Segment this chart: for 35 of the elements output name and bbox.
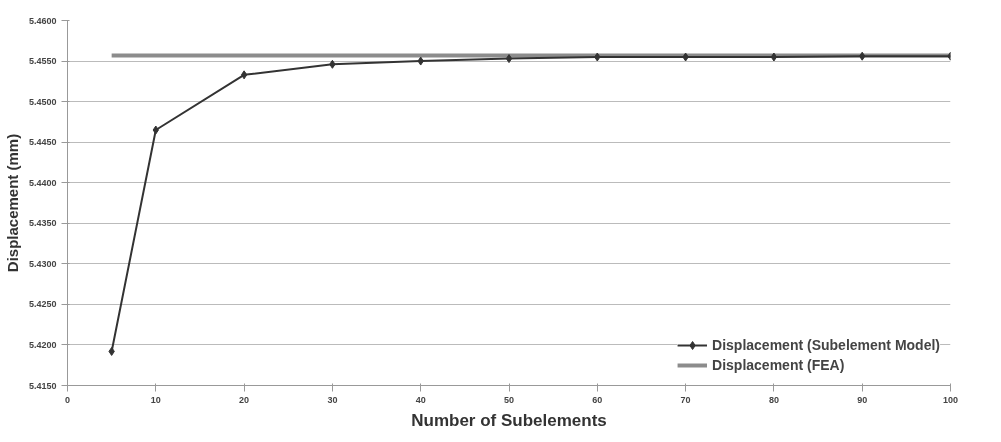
x-tick-label: 20 xyxy=(239,394,250,405)
point xyxy=(594,52,601,62)
y-tick-label: 5.4250 xyxy=(28,299,57,310)
y-tick-label: 5.4500 xyxy=(28,96,57,107)
legend-label: Displacement (FEA) xyxy=(712,357,845,373)
point xyxy=(505,54,513,64)
point xyxy=(682,52,689,62)
y-tick-label: 5.4350 xyxy=(28,218,57,229)
x-tick-label: 30 xyxy=(327,394,338,405)
y-tick-label: 5.4300 xyxy=(28,258,57,269)
y-tick-label: 5.4600 xyxy=(28,15,57,26)
y-tick-label: 5.4200 xyxy=(28,339,57,350)
point xyxy=(417,56,424,66)
point xyxy=(108,346,115,356)
point xyxy=(240,70,248,80)
x-tick-label: 40 xyxy=(415,394,426,405)
x-axis-title: Number of Subelements xyxy=(411,410,607,430)
legend-label: Displacement (Subelement Model) xyxy=(712,337,940,353)
point xyxy=(329,59,336,69)
x-tick-label: 60 xyxy=(592,394,603,405)
x-tick-label: 10 xyxy=(150,394,161,405)
y-axis-title: Displacement (mm) xyxy=(3,133,21,273)
x-tick-label: 70 xyxy=(680,394,691,405)
y-tick-label: 5.4550 xyxy=(28,56,57,67)
point xyxy=(770,52,778,62)
x-tick-label: 80 xyxy=(768,394,779,405)
x-tick-label: 100 xyxy=(942,394,959,405)
y-tick-label: 5.4450 xyxy=(28,137,57,148)
point xyxy=(152,125,159,135)
point xyxy=(859,51,866,61)
x-tick-label: 0 xyxy=(65,394,71,405)
y-tick-label: 5.4400 xyxy=(28,177,57,188)
y-tick-label: 5.4150 xyxy=(28,380,57,391)
x-tick-label: 90 xyxy=(857,394,868,405)
x-tick-label: 50 xyxy=(503,394,515,405)
